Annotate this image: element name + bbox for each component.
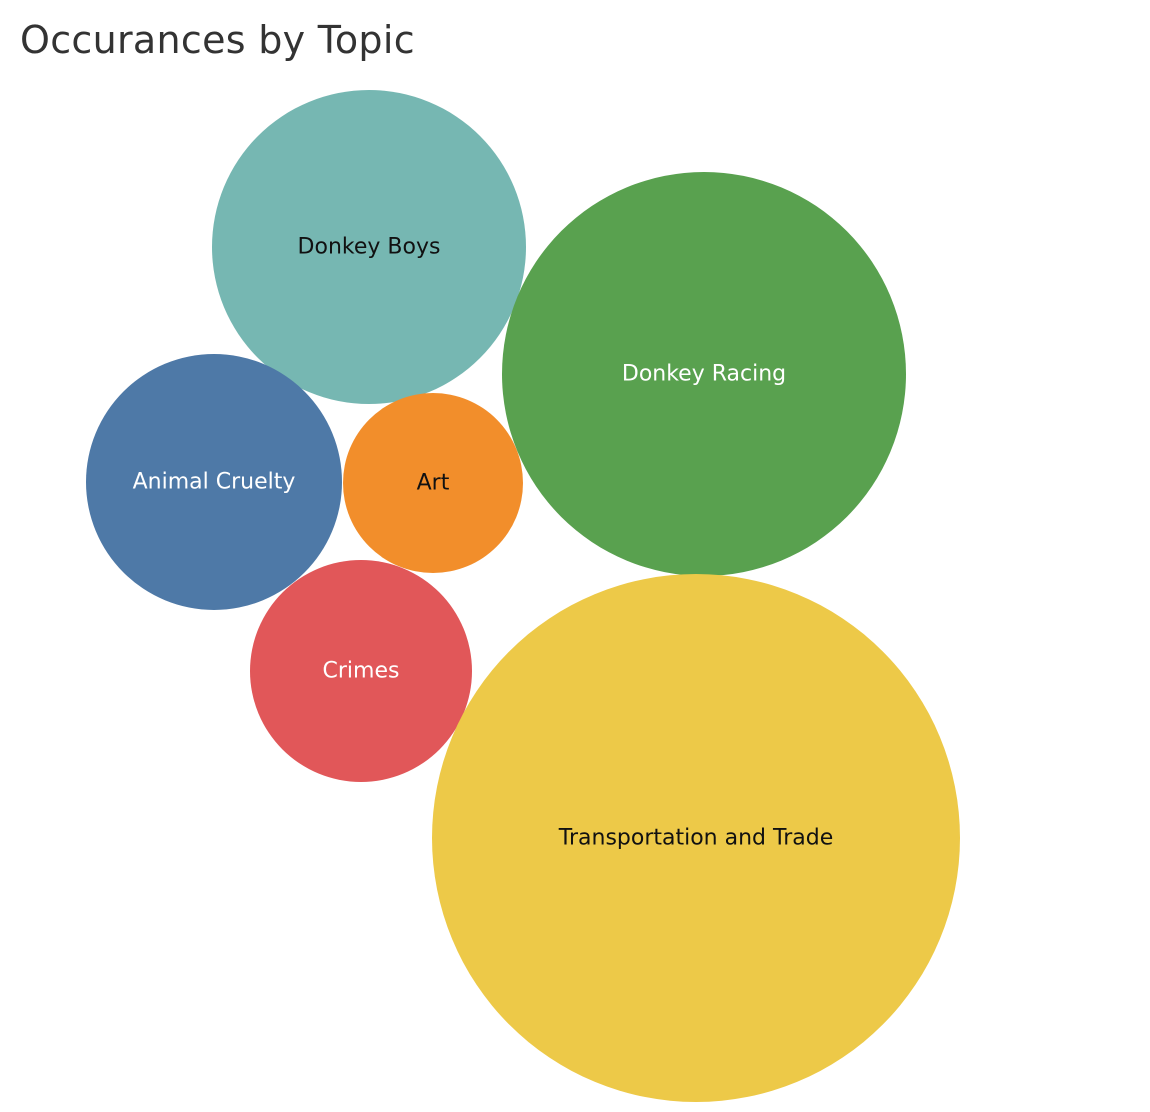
bubble-donkey-racing[interactable]: Donkey Racing [502,172,906,576]
bubble-crimes[interactable]: Crimes [250,560,472,782]
bubble-circle-transportation-and-trade[interactable] [432,574,960,1102]
bubble-label-donkey-boys: Donkey Boys [298,235,441,260]
bubble-label-transportation-and-trade: Transportation and Trade [558,826,833,851]
bubble-transportation-and-trade[interactable]: Transportation and Trade [432,574,960,1102]
bubble-circle-donkey-boys[interactable] [212,90,526,404]
bubble-donkey-boys[interactable]: Donkey Boys [212,90,526,404]
bubble-circle-donkey-racing[interactable] [502,172,906,576]
bubble-animal-cruelty[interactable]: Animal Cruelty [86,354,342,610]
bubble-label-art: Art [417,471,450,496]
bubble-circle-crimes[interactable] [250,560,472,782]
bubble-label-animal-cruelty: Animal Cruelty [133,470,296,495]
bubble-circle-animal-cruelty[interactable] [86,354,342,610]
bubble-label-donkey-racing: Donkey Racing [622,362,786,387]
bubble-label-crimes: Crimes [323,659,400,684]
chart-title: Occurances by Topic [20,18,415,62]
bubble-art[interactable]: Art [343,393,523,573]
bubble-circle-art[interactable] [343,393,523,573]
